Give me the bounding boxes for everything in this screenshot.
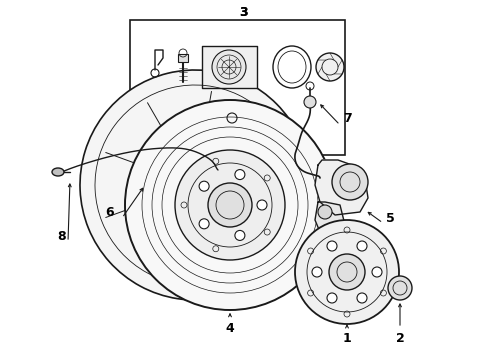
Text: 7: 7: [343, 112, 352, 125]
Text: 5: 5: [386, 212, 394, 225]
Circle shape: [257, 200, 267, 210]
Text: 3: 3: [239, 5, 247, 18]
Text: 1: 1: [343, 332, 351, 345]
Bar: [178, 54, 188, 62]
Circle shape: [372, 267, 382, 277]
Circle shape: [327, 293, 337, 303]
Circle shape: [304, 96, 316, 108]
Circle shape: [175, 150, 285, 260]
Circle shape: [125, 100, 335, 310]
Circle shape: [235, 170, 245, 180]
Wedge shape: [80, 70, 303, 300]
Circle shape: [212, 50, 246, 84]
Bar: [130, 20, 345, 155]
Text: 3: 3: [239, 5, 247, 18]
Circle shape: [208, 183, 252, 227]
Circle shape: [157, 147, 233, 223]
Text: 4: 4: [225, 321, 234, 334]
Bar: [202, 46, 257, 88]
Circle shape: [199, 181, 209, 191]
Circle shape: [388, 276, 412, 300]
Circle shape: [295, 220, 399, 324]
Text: 2: 2: [395, 332, 404, 345]
Polygon shape: [315, 202, 345, 240]
Circle shape: [199, 219, 209, 229]
Circle shape: [316, 53, 344, 81]
Circle shape: [327, 241, 337, 251]
Circle shape: [357, 241, 367, 251]
Polygon shape: [315, 160, 368, 215]
Text: 6: 6: [106, 206, 114, 219]
Circle shape: [312, 267, 322, 277]
Ellipse shape: [52, 168, 64, 176]
Text: 8: 8: [58, 230, 66, 243]
Circle shape: [329, 254, 365, 290]
Circle shape: [357, 293, 367, 303]
Circle shape: [183, 173, 207, 197]
Circle shape: [318, 205, 332, 219]
Circle shape: [235, 230, 245, 240]
Circle shape: [332, 164, 368, 200]
